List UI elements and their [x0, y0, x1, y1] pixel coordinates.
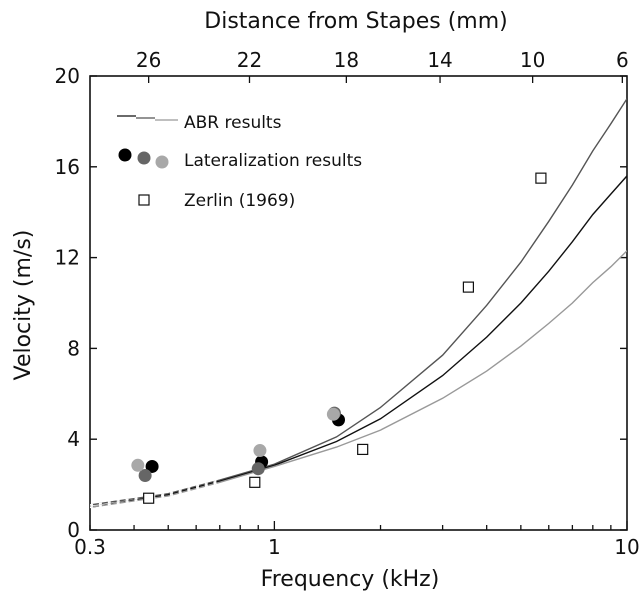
legend-swatch-dot [155, 155, 169, 169]
y-tick-label: 4 [67, 427, 80, 451]
top-tick-label: 14 [427, 48, 452, 72]
x-tick-label: 1 [268, 535, 281, 559]
y-axis-label: Velocity (m/s) [11, 230, 36, 381]
legend-label: Zerlin (1969) [184, 191, 295, 211]
y-tick-label: 0 [67, 518, 80, 542]
plot-area: 0 4 8 12 16 20 0.3 1 10 26 22 18 14 10 6 ABR results Lat… [55, 48, 640, 559]
abr-curve [90, 250, 627, 508]
top-tick-label: 26 [136, 48, 161, 72]
lateralization-point [253, 444, 267, 458]
y-tick-label: 8 [67, 336, 80, 360]
abr-curve [90, 98, 627, 506]
abr-curve-dash [90, 479, 221, 506]
y-tick-label: 20 [55, 64, 80, 88]
x-tick-label: 0.3 [74, 535, 106, 559]
top-tick-label: 18 [334, 48, 359, 72]
zerlin-point [249, 476, 261, 488]
zerlin-point [143, 492, 155, 504]
top-axis-label: Distance from Stapes (mm) [204, 9, 507, 34]
legend-swatch-square [138, 194, 150, 206]
x-axis-label: Frequency (kHz) [261, 567, 440, 592]
legend-swatch-dot [137, 151, 151, 165]
zerlin-point [462, 281, 475, 293]
lateralization-point [131, 458, 145, 472]
x-tick-label: 10 [614, 535, 639, 559]
abr-curve [90, 175, 627, 508]
top-tick-label: 6 [616, 48, 629, 72]
plot-frame [89, 75, 628, 531]
lateralization-point [251, 462, 265, 476]
legend-label: ABR results [184, 113, 282, 133]
top-tick-label: 22 [237, 48, 262, 72]
lateralization-point [138, 469, 152, 483]
y-tick-label: 12 [55, 246, 80, 270]
zerlin-point [535, 172, 547, 184]
legend-label: Lateralization results [184, 151, 362, 171]
top-tick-label: 10 [520, 48, 545, 72]
zerlin-point [357, 443, 369, 456]
lateralization-point [145, 459, 159, 473]
y-tick-label: 16 [55, 155, 80, 179]
legend-swatch-dot [118, 148, 132, 162]
lateralization-point [326, 407, 340, 421]
